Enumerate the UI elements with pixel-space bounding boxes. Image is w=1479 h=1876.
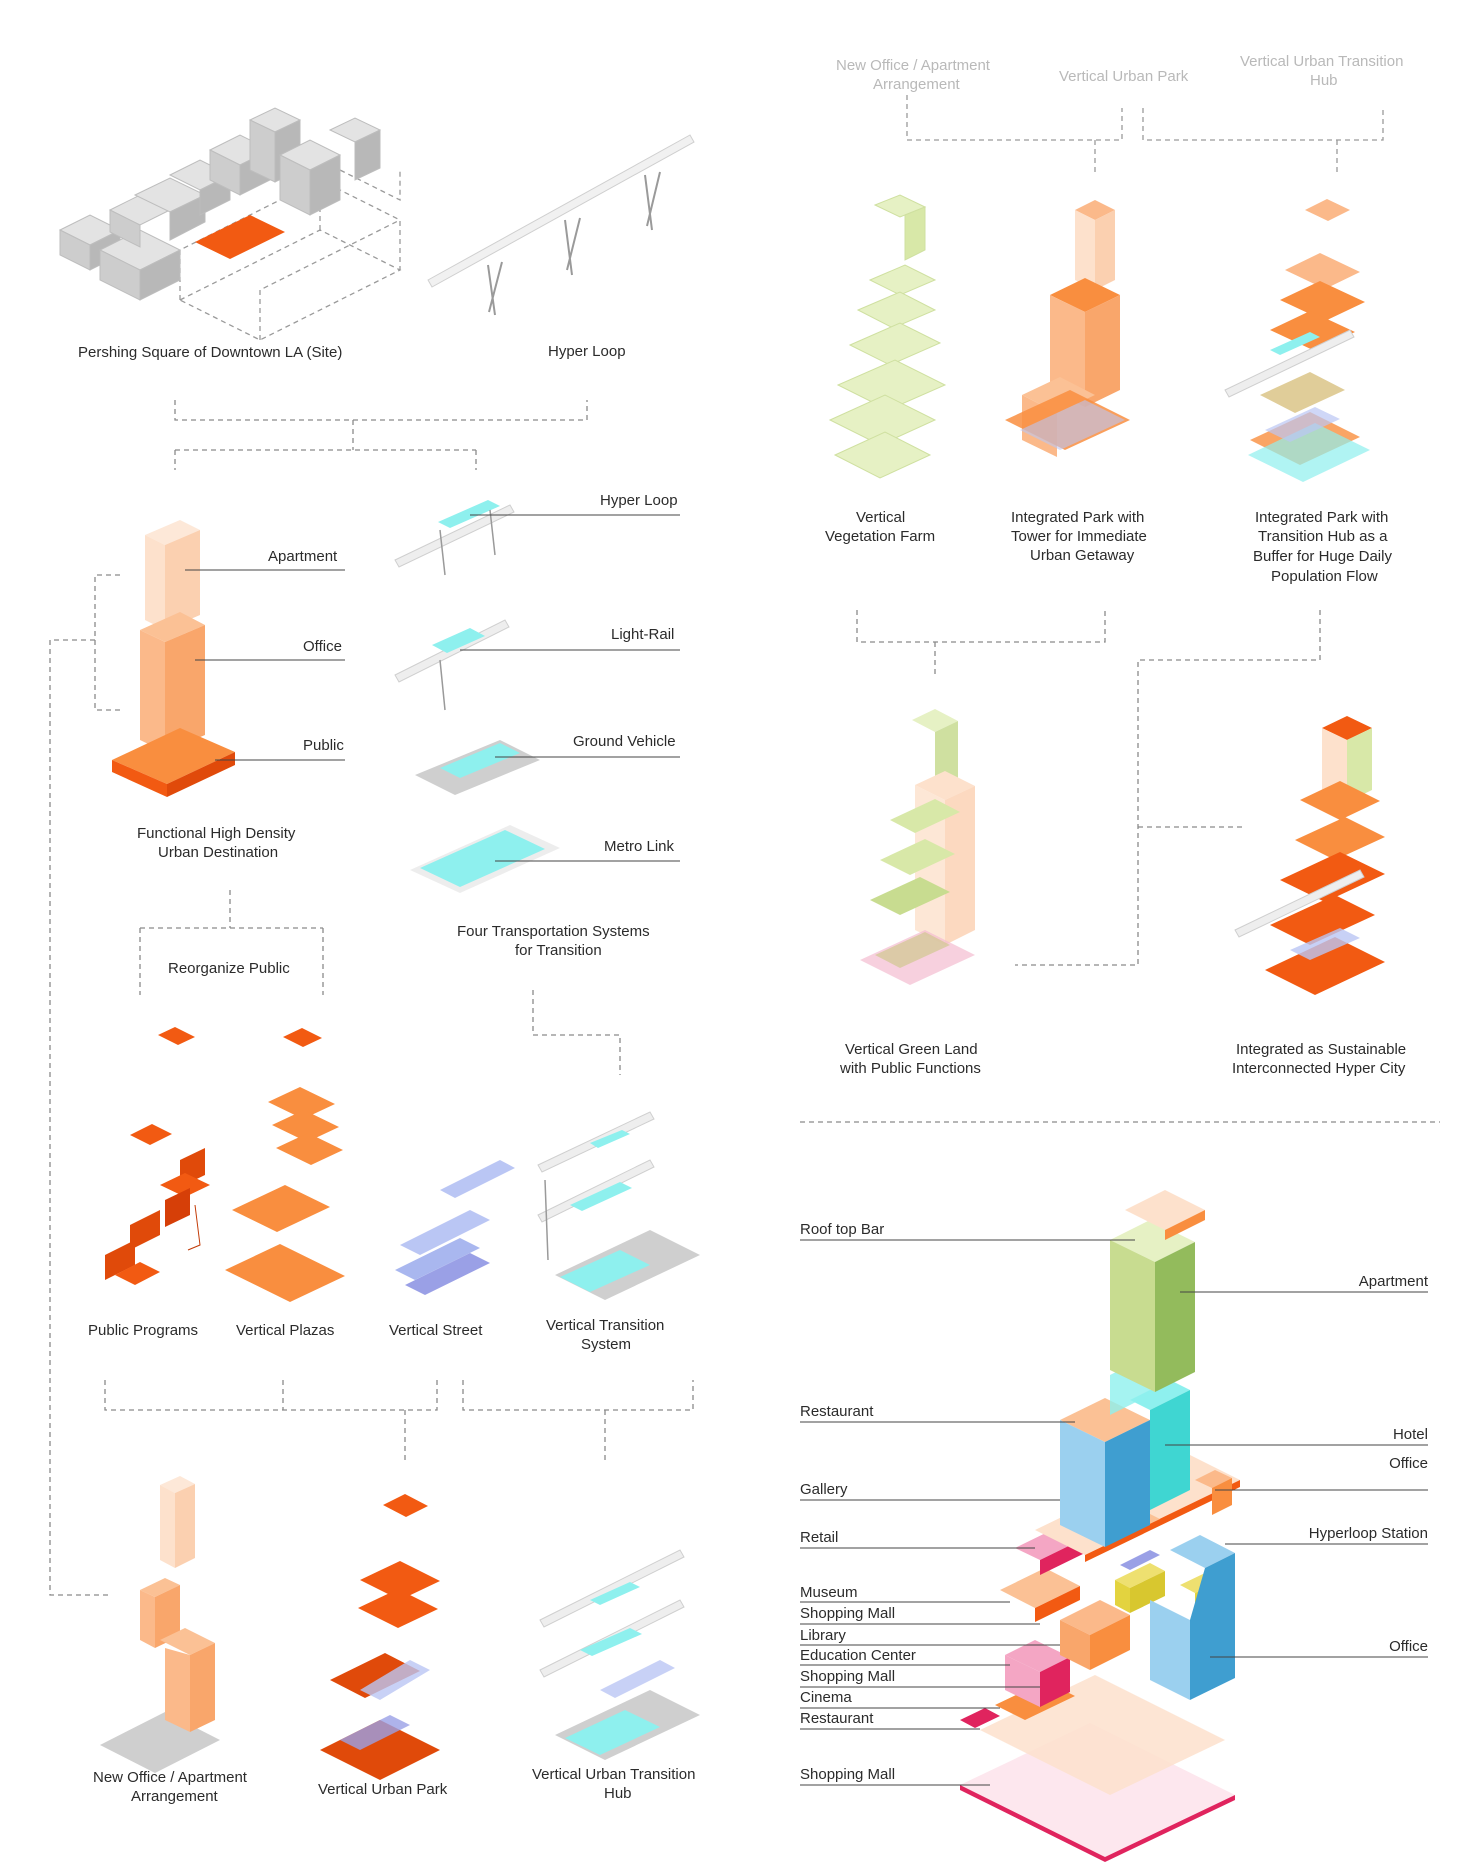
vertical-urban-park-model [320,1494,440,1780]
combined-city-2: Interconnected Hyper City [1232,1060,1406,1077]
result-hub-2: Hub [604,1785,632,1802]
transport-systems [394,500,560,893]
result-hub-1: Vertical Urban Transition [532,1766,695,1783]
label-ground-vehicle: Ground Vehicle [573,733,676,750]
section-label-office: Office [1389,1455,1428,1472]
hyperloop-label: Hyper Loop [548,343,626,360]
label-vertical-plazas: Vertical Plazas [236,1322,334,1339]
connector-reorganize [139,890,621,1075]
input-hub-1: Vertical Urban Transition [1240,53,1403,70]
label-reorganize: Reorganize Public [168,960,290,977]
site-label: Pershing Square of Downtown LA (Site) [78,344,342,361]
result-office-1: New Office / Apartment [93,1769,248,1786]
stack-caption-2: Urban Destination [158,844,278,861]
connector-options [856,610,1321,966]
section-label-hyperloop-station: Hyperloop Station [1309,1525,1428,1542]
connector-top [174,400,588,470]
hyper-city-model [1234,716,1385,995]
option-hub-1: Integrated Park with [1255,509,1388,526]
result-park: Vertical Urban Park [318,1781,448,1798]
section-label-apartment: Apartment [1359,1273,1429,1290]
input-office-1: New Office / Apartment [836,57,991,74]
section-label-museum: Museum [800,1584,858,1601]
vertical-street-model [395,1160,515,1295]
stack-caption-1: Functional High Density [137,825,296,842]
office-apartment-arrangement-model [100,1476,220,1773]
section-label-library: Library [800,1627,846,1644]
program-stack-tower [112,520,235,797]
label-transition-1: Vertical Transition [546,1317,664,1334]
transport-leaders [460,514,680,862]
section-label-shopping-mall-3: Shopping Mall [800,1766,895,1783]
connector-inputs [906,95,1384,175]
integrated-park-tower-model [1005,200,1130,457]
section-label-restaurant: Restaurant [800,1403,874,1420]
hyperloop-tube [427,134,695,316]
transport-caption-2: for Transition [515,942,602,959]
section-label-office-2: Office [1389,1638,1428,1655]
label-public: Public [303,737,344,754]
site-plot [195,215,285,259]
section-label-hotel: Hotel [1393,1426,1428,1443]
combined-city-1: Integrated as Sustainable [1236,1041,1406,1058]
section-label-gallery: Gallery [800,1481,848,1498]
input-hub-2: Hub [1310,72,1338,89]
program-section-tower [960,1190,1240,1862]
result-office-2: Arrangement [131,1788,219,1805]
label-vertical-street: Vertical Street [389,1322,483,1339]
input-park: Vertical Urban Park [1059,68,1189,85]
vertical-transition-system-model [537,1111,700,1300]
section-label-rooftop-bar: Roof top Bar [800,1221,884,1238]
transport-caption-1: Four Transportation Systems [457,923,650,940]
vertical-green-land-model [860,709,975,985]
option-park-1: Integrated Park with [1011,509,1144,526]
program-leaders [185,569,345,761]
label-apartment: Apartment [268,548,338,565]
public-programs-model [105,1027,210,1285]
connector-bottom [104,1380,694,1460]
section-label-shopping-mall-2: Shopping Mall [800,1668,895,1685]
label-transition-2: System [581,1336,631,1353]
label-light-rail: Light-Rail [611,626,674,643]
option-hub-3: Buffer for Huge Daily [1253,548,1392,565]
section-left-labels: Roof top Bar Restaurant Gallery Retail M… [800,1221,916,1783]
combined-green-1: Vertical Green Land [845,1041,978,1058]
section-label-shopping-mall: Shopping Mall [800,1605,895,1622]
input-office-2: Arrangement [873,76,961,93]
combined-green-2: with Public Functions [839,1060,981,1077]
section-left-leaders [800,1239,1135,1786]
label-office: Office [303,638,342,655]
label-hyperloop-system: Hyper Loop [600,492,678,509]
connector-left [49,574,120,1596]
option-farm-2: Vegetation Farm [825,528,935,545]
option-hub-4: Population Flow [1271,568,1378,585]
section-right-labels: Apartment Hotel Office Hyperloop Station… [1309,1273,1429,1655]
vertical-urban-transition-hub-model [539,1549,700,1760]
option-farm-1: Vertical [856,509,905,526]
vertical-plazas-model [225,1028,345,1302]
option-hub-2: Transition Hub as a [1258,528,1388,545]
section-right-leaders [1165,1291,1428,1658]
label-public-programs: Public Programs [88,1322,198,1339]
integrated-transition-hub-model [1224,199,1370,482]
option-park-2: Tower for Immediate [1011,528,1147,545]
section-label-retail: Retail [800,1529,838,1546]
section-label-education-center: Education Center [800,1647,916,1664]
label-metro-link: Metro Link [604,838,675,855]
section-label-restaurant-2: Restaurant [800,1710,874,1727]
section-label-cinema: Cinema [800,1689,852,1706]
vegetation-farm-model [828,194,947,479]
option-park-3: Urban Getaway [1030,547,1135,564]
site-model [58,107,402,341]
